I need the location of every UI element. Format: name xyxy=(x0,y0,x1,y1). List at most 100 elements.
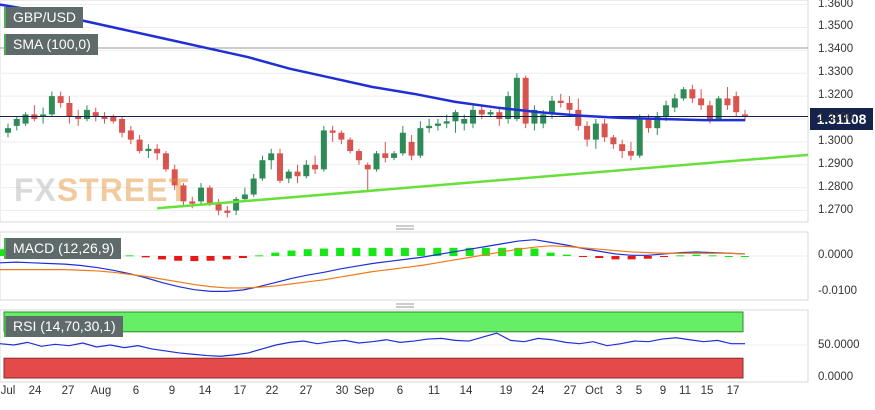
macd-histogram-bar xyxy=(141,256,150,258)
candle-body xyxy=(180,185,187,202)
candle-body xyxy=(154,148,161,154)
macd-signal-line xyxy=(0,245,746,289)
macd-histogram-bar xyxy=(724,256,733,257)
sma-line xyxy=(0,3,745,122)
price-tick-label: 1.2800 xyxy=(818,180,854,193)
rsi-mid-label: 50.0000 xyxy=(818,339,860,351)
price-tick-label: 1.3500 xyxy=(818,20,854,33)
candle-body xyxy=(373,153,380,170)
macd-histogram-bar xyxy=(271,252,280,256)
macd-histogram-bar xyxy=(530,248,539,256)
candle-body xyxy=(241,194,248,200)
macd-histogram-bar xyxy=(336,247,345,256)
macd-histogram-bar xyxy=(611,256,620,260)
candle-body xyxy=(522,77,529,124)
macd-histogram-bar xyxy=(660,256,669,257)
candle-body xyxy=(206,187,213,204)
candle-body xyxy=(496,112,503,120)
macd-line xyxy=(0,239,746,292)
x-tick-label: 11 xyxy=(679,385,691,397)
macd-zero-label: 0.0000 xyxy=(818,249,854,261)
candle-body xyxy=(391,153,398,158)
candle-body xyxy=(294,171,301,177)
macd-histogram-bar xyxy=(595,256,604,259)
candle-body xyxy=(171,169,178,186)
rsi-legend: RSI (14,70,30,1) xyxy=(4,316,123,337)
candle-body xyxy=(338,132,345,140)
candle-body xyxy=(487,112,494,115)
candle-body xyxy=(557,100,564,103)
macd-histogram-bar xyxy=(579,256,588,257)
x-tick-label: Jul xyxy=(0,385,16,397)
candle-body xyxy=(303,164,310,177)
macd-histogram-bar xyxy=(174,256,183,261)
candle-body xyxy=(355,151,362,161)
macd-histogram-bar xyxy=(643,256,652,259)
candle-body xyxy=(426,125,433,129)
macd-histogram-bar xyxy=(481,247,490,256)
price-tick-label: 1.3300 xyxy=(818,66,854,79)
price-tick-label: 1.3200 xyxy=(818,89,854,102)
candle-body xyxy=(601,123,608,138)
candle-body xyxy=(680,89,687,99)
candle-body xyxy=(92,112,99,117)
price-tick-label: 1.3600 xyxy=(818,0,854,10)
macd-histogram-bar xyxy=(627,256,636,260)
candle-body xyxy=(724,98,731,106)
macd-histogram-bar xyxy=(708,255,717,257)
candle-body xyxy=(461,119,468,124)
candle-body xyxy=(443,121,450,124)
x-tick-label: 19 xyxy=(499,385,513,397)
x-tick-label: 17 xyxy=(233,385,247,397)
candle-body xyxy=(66,102,73,117)
instrument-label: GBP/USD xyxy=(4,7,84,28)
x-tick-label: 9 xyxy=(659,385,667,397)
x-tick-label: 5 xyxy=(635,385,643,397)
macd-histogram-bar xyxy=(287,250,296,256)
price-tick-label: 1.2900 xyxy=(818,157,854,170)
candle-body xyxy=(48,96,55,115)
x-tick-label: 27 xyxy=(299,385,313,397)
macd-histogram-bar xyxy=(433,247,442,256)
macd-histogram-bar xyxy=(255,255,264,257)
candle-body xyxy=(312,164,319,170)
x-tick-label: 17 xyxy=(726,385,740,397)
candle-body xyxy=(584,125,591,140)
fxstreet-logo: FXSTREET xyxy=(14,172,190,208)
macd-histogram-bar xyxy=(238,256,247,259)
price-tick-label: 1.2700 xyxy=(818,203,854,216)
x-tick-label: 30 xyxy=(335,385,349,397)
price-panel xyxy=(0,0,809,223)
candle-body xyxy=(478,109,485,115)
rsi-oversold-zone xyxy=(3,357,744,379)
macd-histogram-bar xyxy=(352,247,361,256)
x-tick-label: 24 xyxy=(531,385,545,397)
macd-histogram-bar xyxy=(303,249,312,256)
x-tick-label: 27 xyxy=(563,385,577,397)
x-tick-label: 14 xyxy=(459,385,473,397)
macd-legend: MACD (12,26,9) xyxy=(4,238,122,259)
candle-body xyxy=(540,114,547,124)
candle-body xyxy=(417,128,424,156)
candle-body xyxy=(513,77,520,120)
macd-histogram-bar xyxy=(125,255,134,257)
macd-histogram-bar xyxy=(562,254,571,256)
candle-body xyxy=(733,96,740,113)
rsi-low-label: 0.0000 xyxy=(818,371,854,383)
candle-body xyxy=(671,98,678,108)
candle-body xyxy=(276,153,283,181)
macd-histogram-bar xyxy=(206,256,215,261)
candle-body xyxy=(75,116,82,120)
candle-body xyxy=(663,105,670,117)
price-tick-label: 1.3400 xyxy=(818,43,854,56)
x-tick-label: Oct xyxy=(585,385,603,397)
candle-body xyxy=(198,187,205,202)
candle-body xyxy=(224,210,231,213)
macd-histogram-bar xyxy=(0,249,4,256)
macd-histogram-bar xyxy=(514,247,523,256)
candle-body xyxy=(408,141,415,156)
macd-histogram-bar xyxy=(222,256,231,260)
candle-body xyxy=(627,151,634,156)
